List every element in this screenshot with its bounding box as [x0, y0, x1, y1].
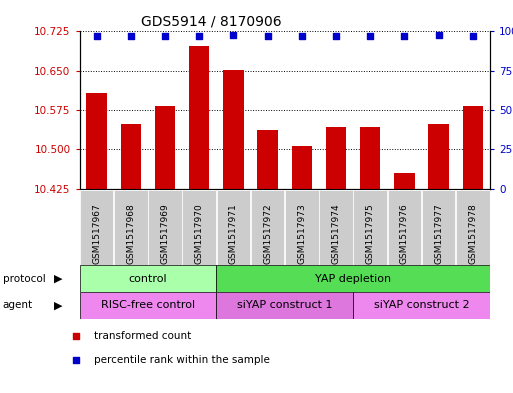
Text: siYAP construct 2: siYAP construct 2 — [373, 300, 469, 310]
Text: transformed count: transformed count — [94, 331, 192, 342]
Bar — [326, 127, 346, 189]
Bar — [80, 292, 216, 319]
Point — [332, 33, 340, 39]
Text: agent: agent — [3, 300, 33, 310]
Point — [72, 333, 81, 340]
Point — [366, 33, 374, 39]
FancyBboxPatch shape — [388, 190, 421, 264]
Text: protocol: protocol — [3, 274, 45, 284]
FancyBboxPatch shape — [80, 190, 113, 264]
FancyBboxPatch shape — [148, 190, 182, 264]
Bar — [353, 292, 490, 319]
Point — [469, 33, 477, 39]
Text: GSM1517973: GSM1517973 — [298, 203, 306, 264]
Bar — [428, 124, 449, 189]
FancyBboxPatch shape — [183, 190, 216, 264]
Bar — [223, 70, 244, 189]
Point — [229, 31, 238, 38]
Point — [400, 33, 408, 39]
Bar — [216, 265, 490, 292]
Text: GDS5914 / 8170906: GDS5914 / 8170906 — [141, 15, 282, 29]
Text: GSM1517968: GSM1517968 — [126, 203, 135, 264]
Text: GSM1517971: GSM1517971 — [229, 203, 238, 264]
FancyBboxPatch shape — [285, 190, 319, 264]
Point — [72, 357, 81, 363]
Bar — [155, 106, 175, 189]
Point — [92, 33, 101, 39]
FancyBboxPatch shape — [456, 190, 489, 264]
Text: ▶: ▶ — [54, 274, 63, 284]
Text: GSM1517972: GSM1517972 — [263, 203, 272, 264]
Text: RISC-free control: RISC-free control — [101, 300, 195, 310]
Text: GSM1517975: GSM1517975 — [366, 203, 374, 264]
Bar — [189, 46, 209, 189]
FancyBboxPatch shape — [251, 190, 284, 264]
Bar — [80, 265, 216, 292]
Bar — [216, 292, 353, 319]
Text: GSM1517974: GSM1517974 — [331, 203, 341, 264]
FancyBboxPatch shape — [319, 190, 353, 264]
Text: GSM1517976: GSM1517976 — [400, 203, 409, 264]
FancyBboxPatch shape — [353, 190, 387, 264]
Bar — [86, 93, 107, 189]
Text: siYAP construct 1: siYAP construct 1 — [237, 300, 332, 310]
Text: percentile rank within the sample: percentile rank within the sample — [94, 355, 270, 365]
Bar — [360, 127, 381, 189]
Point — [195, 33, 203, 39]
Point — [264, 33, 272, 39]
Point — [127, 33, 135, 39]
Bar — [121, 124, 141, 189]
FancyBboxPatch shape — [422, 190, 456, 264]
FancyBboxPatch shape — [216, 190, 250, 264]
Text: GSM1517977: GSM1517977 — [434, 203, 443, 264]
Text: GSM1517970: GSM1517970 — [195, 203, 204, 264]
Bar — [291, 146, 312, 189]
Point — [161, 33, 169, 39]
Text: YAP depletion: YAP depletion — [315, 274, 391, 284]
Point — [435, 31, 443, 38]
Bar — [463, 107, 483, 189]
Bar — [394, 173, 415, 189]
Text: control: control — [129, 274, 167, 284]
Bar — [258, 130, 278, 189]
Text: GSM1517969: GSM1517969 — [161, 203, 169, 264]
Text: GSM1517967: GSM1517967 — [92, 203, 101, 264]
Text: ▶: ▶ — [54, 300, 63, 310]
Point — [298, 33, 306, 39]
Text: GSM1517978: GSM1517978 — [468, 203, 477, 264]
FancyBboxPatch shape — [114, 190, 148, 264]
